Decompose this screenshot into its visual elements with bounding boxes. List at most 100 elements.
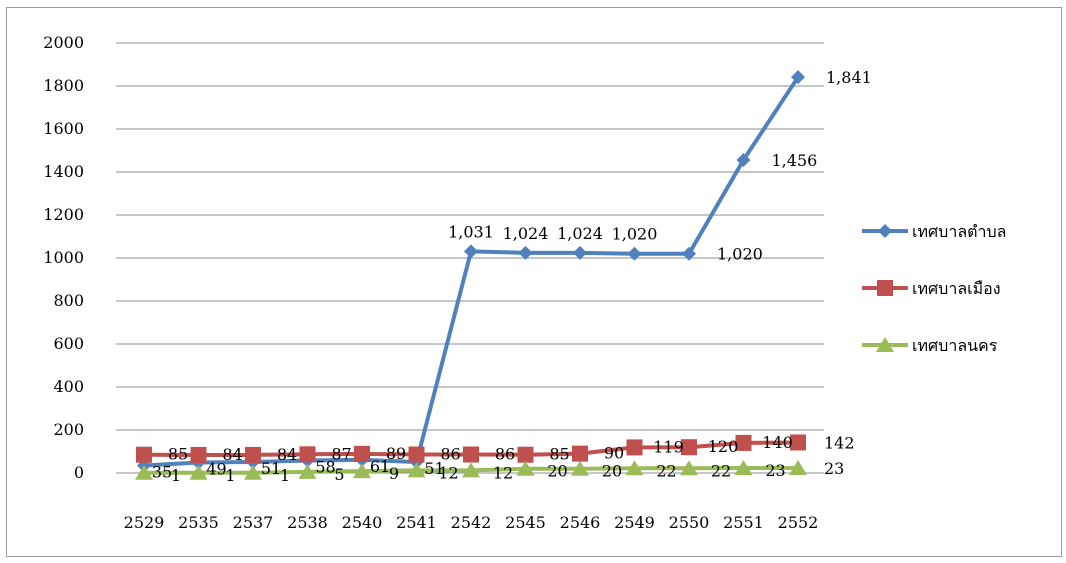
y-tick-label: 400: [53, 377, 84, 396]
data-point: [791, 70, 805, 85]
data-label: 84: [277, 445, 297, 464]
data-label: 23: [824, 459, 844, 478]
data-label: 12: [438, 463, 458, 482]
data-point: [681, 439, 697, 456]
legend-item: เทศบาลตำบล: [862, 222, 1006, 241]
data-label: 49: [206, 459, 226, 478]
y-tick-label: 1200: [43, 205, 84, 224]
data-point: [734, 460, 753, 476]
x-tick-label: 2541: [396, 513, 437, 532]
y-tick-label: 200: [53, 420, 84, 439]
data-point: [189, 464, 208, 480]
data-label: 85: [549, 445, 569, 464]
y-tick-label: 1400: [43, 162, 84, 181]
data-label: 9: [389, 464, 399, 483]
data-label: 35: [152, 462, 172, 481]
data-point: [627, 246, 642, 261]
data-label: 1,841: [826, 68, 872, 87]
series-line: [143, 76, 800, 468]
data-label: 86: [495, 445, 515, 464]
data-label: 1,020: [612, 225, 658, 244]
data-label: 61: [370, 457, 390, 476]
y-tick-label: 0: [74, 463, 84, 482]
data-label: 1,456: [772, 151, 818, 170]
x-tick-label: 2538: [287, 513, 328, 532]
x-tick-label: 2550: [669, 513, 710, 532]
x-tick-label: 2540: [342, 513, 383, 532]
x-tick-label: 2537: [233, 513, 274, 532]
data-point: [790, 434, 806, 451]
data-point: [626, 439, 643, 456]
data-labels-group: 35 49 51 58 61 511,031 1,024 1,024 1,0201,0201,4…: [152, 68, 872, 485]
data-point: [680, 460, 698, 476]
data-point: [353, 463, 371, 479]
data-label: 84: [222, 445, 242, 464]
data-label: 12: [493, 463, 513, 482]
y-tick-label: 600: [53, 334, 84, 353]
legend-marker: [876, 337, 894, 352]
data-label: 142: [824, 433, 855, 452]
x-axis-tick-labels: 2529 2535 2537 2538 2540 2541 2542 2545 2546 2549…: [124, 513, 819, 532]
data-point: [573, 245, 587, 260]
data-label: 5: [334, 465, 344, 484]
data-label: 22: [711, 461, 731, 480]
data-point: [462, 462, 480, 478]
data-label: 51: [261, 459, 281, 478]
series-diamond: [137, 70, 805, 473]
data-label: 51: [424, 459, 444, 478]
y-tick-label: 800: [53, 291, 84, 310]
legend-marker: [877, 280, 893, 296]
data-point: [298, 463, 317, 479]
data-point: [735, 434, 752, 451]
x-tick-label: 2551: [723, 513, 764, 532]
x-tick-label: 2529: [124, 513, 165, 532]
data-label: 20: [602, 462, 622, 481]
data-point: [136, 446, 152, 463]
data-point: [789, 460, 807, 476]
legend-marker: [878, 224, 892, 238]
data-label: 140: [762, 433, 793, 452]
data-point: [245, 446, 261, 463]
x-tick-label: 2542: [451, 513, 492, 532]
data-label: 1,024: [503, 224, 549, 243]
data-point: [682, 246, 696, 261]
x-tick-label: 2535: [178, 513, 219, 532]
legend-label: เทศบาลเมือง: [912, 279, 1001, 298]
legend-label: เทศบาลนคร: [912, 336, 998, 355]
data-point: [463, 446, 479, 463]
data-point: [518, 245, 533, 260]
data-point: [354, 445, 370, 462]
data-point: [464, 244, 478, 259]
data-point: [572, 445, 588, 462]
data-point: [299, 446, 316, 463]
data-label: 58: [315, 458, 335, 477]
data-label: 1,024: [557, 224, 603, 243]
data-label: 119: [653, 437, 684, 456]
data-point: [135, 464, 153, 480]
series-group: [135, 70, 807, 480]
data-label: 1,031: [448, 222, 494, 241]
data-label: 120: [708, 437, 739, 456]
data-point: [516, 460, 535, 476]
data-point: [407, 462, 426, 478]
x-tick-label: 2552: [778, 513, 819, 532]
data-label: 1: [171, 466, 181, 485]
data-point: [571, 460, 589, 476]
series-triangle: [135, 460, 807, 480]
data-label: 85: [168, 445, 188, 464]
data-point: [408, 446, 425, 463]
data-point: [736, 152, 751, 167]
grid-lines: [116, 42, 824, 474]
data-label: 20: [547, 462, 567, 481]
data-label: 86: [440, 445, 460, 464]
y-tick-label: 1600: [43, 119, 84, 138]
x-tick-label: 2549: [614, 513, 655, 532]
data-point: [244, 464, 262, 480]
data-label: 22: [656, 461, 676, 480]
legend-item: เทศบาลเมือง: [862, 279, 1001, 298]
data-label: 1,020: [717, 245, 763, 264]
data-point: [625, 460, 644, 476]
